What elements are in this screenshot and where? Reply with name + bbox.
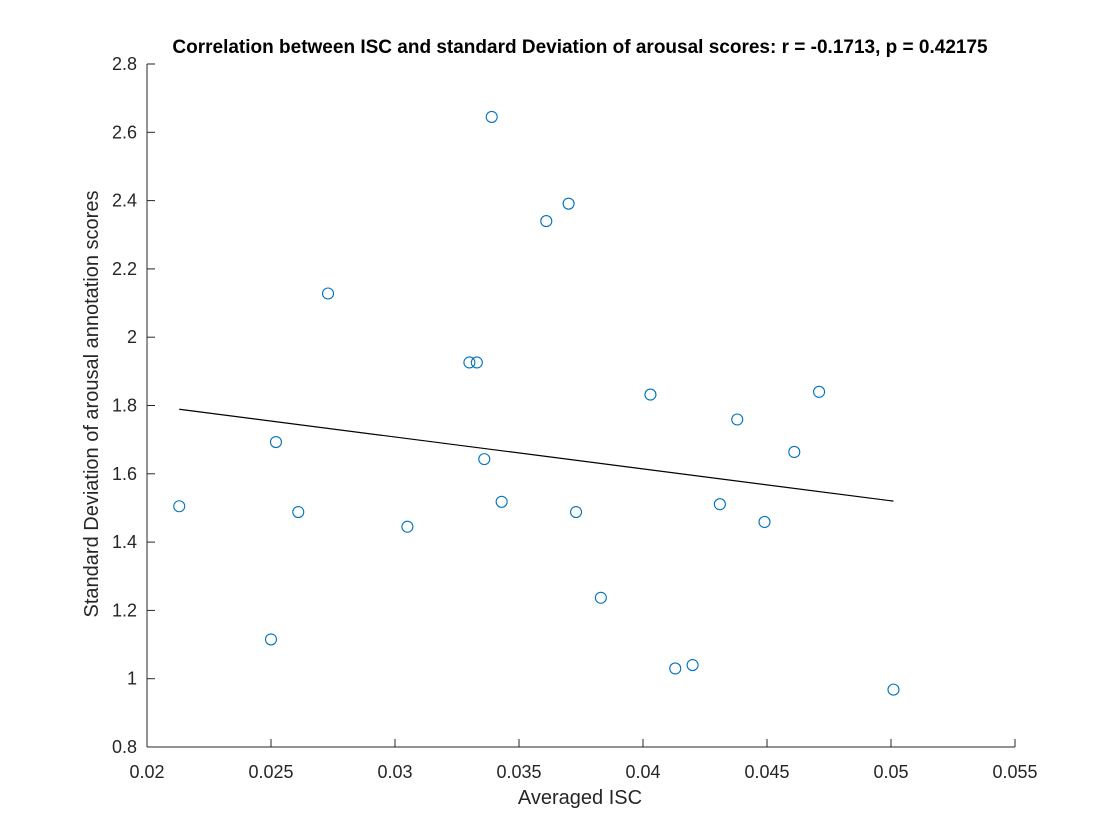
- x-tick-label: 0.045: [744, 762, 789, 782]
- data-point: [269, 435, 283, 449]
- data-point: [562, 197, 575, 210]
- y-tick-label: 2.4: [112, 191, 137, 211]
- data-point: [173, 500, 186, 513]
- data-point: [686, 658, 699, 672]
- data-point: [813, 385, 826, 398]
- data-point: [569, 505, 583, 519]
- x-tick-label: 0.025: [248, 762, 293, 782]
- data-point: [887, 683, 900, 696]
- data-point: [669, 662, 682, 675]
- data-point: [495, 495, 508, 508]
- data-point: [463, 356, 476, 369]
- data-point: [594, 591, 607, 604]
- y-tick-label: 2.8: [112, 54, 137, 74]
- data-point: [713, 498, 726, 511]
- data-point: [758, 515, 771, 529]
- data-point: [401, 520, 414, 533]
- y-tick-label: 2.2: [112, 259, 137, 279]
- data-point: [540, 215, 553, 228]
- y-tick-label: 1.6: [112, 464, 137, 484]
- data-point: [478, 453, 491, 466]
- x-tick-label: 0.055: [992, 762, 1037, 782]
- y-tick-label: 1.4: [112, 532, 137, 552]
- data-point: [731, 413, 744, 426]
- y-tick-label: 1.8: [112, 396, 137, 416]
- y-tick-label: 0.8: [112, 737, 137, 757]
- x-tick-label: 0.035: [496, 762, 541, 782]
- y-tick-label: 2: [127, 327, 137, 347]
- y-axis-label: Standard Deviation of arousal annotation…: [81, 191, 103, 618]
- y-tick-label: 1: [127, 669, 137, 689]
- data-point: [644, 388, 657, 401]
- data-point: [292, 505, 305, 519]
- fit-line-layer: [179, 408, 894, 502]
- y-tick-label: 1.2: [112, 600, 137, 620]
- x-tick-label: 0.02: [129, 762, 164, 782]
- regression-line: [179, 408, 894, 502]
- x-tick-label: 0.04: [625, 762, 660, 782]
- data-point: [470, 356, 483, 369]
- data-point: [321, 287, 335, 300]
- x-axis-label: Averaged ISC: [518, 787, 642, 809]
- y-tick-label: 2.6: [112, 122, 137, 142]
- chart-title: Correlation between ISC and standard Dev…: [172, 37, 988, 58]
- x-tick-label: 0.03: [377, 762, 412, 782]
- data-points: [173, 110, 900, 696]
- x-tick-label: 0.05: [873, 762, 908, 782]
- axes: 0.02 0.025 0.03 0.035 0.04 0.045 0.05 0.055 0.8 1…: [112, 54, 1038, 782]
- data-point: [788, 445, 801, 458]
- data-point: [485, 110, 498, 123]
- data-point: [264, 633, 278, 646]
